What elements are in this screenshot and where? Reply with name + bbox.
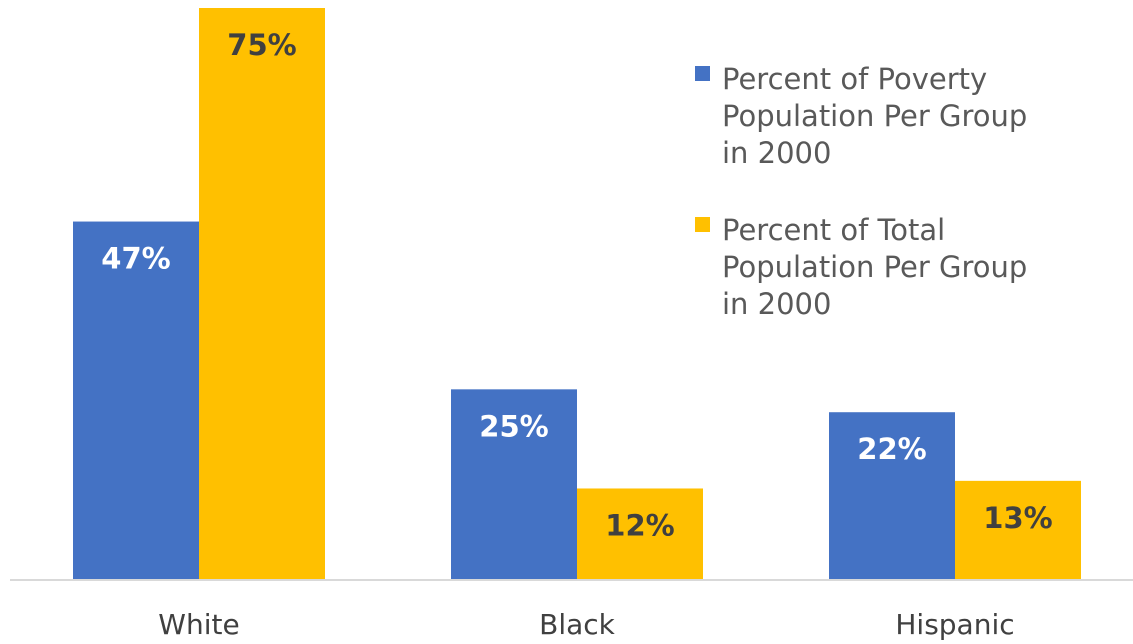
bar-white-series-1 <box>73 221 199 580</box>
data-label-black-series-2: 12% <box>605 508 674 542</box>
category-labels-layer: White Black Hispanic <box>158 608 1014 641</box>
legend-swatch-series-2 <box>695 217 710 232</box>
data-label-white-series-2: 75% <box>227 28 296 62</box>
bar-black-series-1 <box>451 389 577 580</box>
legend-label-series-2: Percent of Total Population Per Group in 2… <box>722 213 1027 321</box>
category-label-hispanic: Hispanic <box>895 608 1014 641</box>
data-label-black-series-1: 25% <box>479 409 548 443</box>
category-label-black: Black <box>539 608 616 641</box>
data-label-hispanic-series-2: 13% <box>983 501 1052 535</box>
category-label-white: White <box>158 608 239 641</box>
bars-layer <box>73 8 1081 580</box>
legend: Percent of Poverty Population Per Group in… <box>695 62 1027 321</box>
data-label-white-series-1: 47% <box>101 242 170 276</box>
bar-black-series-2 <box>577 488 703 580</box>
legend-swatch-series-1 <box>695 66 710 81</box>
data-labels-layer: 47% 75% 25% 12% 22% 13% <box>101 28 1052 542</box>
data-label-hispanic-series-1: 22% <box>857 432 926 466</box>
bar-white-series-2 <box>199 8 325 580</box>
bar-hispanic-series-2 <box>955 480 1081 580</box>
bar-hispanic-series-1 <box>829 412 955 580</box>
legend-label-series-1: Percent of Poverty Population Per Group in… <box>722 62 1027 170</box>
